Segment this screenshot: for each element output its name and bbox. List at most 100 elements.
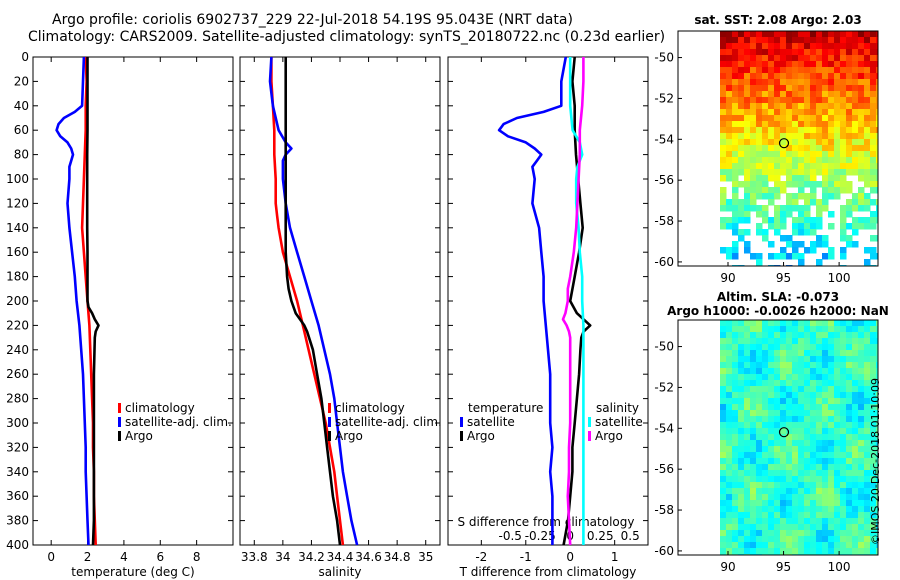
y-tick-label: 180 — [6, 270, 29, 284]
sst-cell — [768, 49, 775, 56]
sst-cell — [720, 139, 727, 146]
sst-cell — [804, 205, 811, 212]
sst-cell — [858, 127, 865, 134]
sst-cell — [858, 205, 865, 212]
sla-cell — [852, 386, 859, 393]
sla-cell — [864, 326, 871, 333]
sst-cell — [804, 61, 811, 68]
sla-cell — [774, 446, 781, 453]
sst-cell — [756, 43, 763, 50]
legend-swatch — [588, 431, 591, 441]
sst-cell — [780, 73, 787, 80]
sla-cell — [840, 524, 847, 531]
sst-cell — [750, 67, 757, 74]
sla-cell — [750, 362, 757, 369]
sla-cell — [810, 506, 817, 513]
sst-cell — [774, 85, 781, 92]
sst-cell — [774, 211, 781, 218]
sla-cell — [810, 434, 817, 441]
sla-cell — [780, 368, 787, 375]
sst-cell — [810, 115, 817, 122]
sla-cell — [834, 374, 841, 381]
sla-cell — [828, 386, 835, 393]
sst-cell — [852, 139, 859, 146]
sla-cell — [774, 530, 781, 537]
sst-cell — [732, 163, 739, 170]
sla-cell — [786, 422, 793, 429]
sla-cell — [840, 428, 847, 435]
sst-cell — [828, 139, 835, 146]
sla-cell — [732, 452, 739, 459]
sst-cell — [828, 193, 835, 200]
sst-cell — [780, 121, 787, 128]
sla-cell — [762, 452, 769, 459]
sst-cell — [798, 37, 805, 44]
sst-cell — [846, 133, 853, 140]
sla-cell — [750, 524, 757, 531]
sla-cell — [876, 338, 878, 345]
sst-cell — [774, 43, 781, 50]
sla-cell — [852, 362, 859, 369]
sst-cell — [738, 205, 745, 212]
sst-cell — [792, 241, 799, 248]
sst-cell — [864, 163, 871, 170]
sst-cell — [864, 127, 871, 134]
sst-cell — [768, 139, 775, 146]
x-tick-label: 34.8 — [384, 550, 411, 564]
sla-cell — [720, 536, 727, 543]
sst-cell — [720, 193, 727, 200]
sst-cell — [720, 43, 727, 50]
sst-field — [720, 31, 878, 266]
plot-frame — [447, 56, 649, 546]
sla-cell — [720, 416, 727, 423]
sst-cell — [762, 145, 769, 152]
sst-cell — [738, 229, 745, 236]
sst-cell — [762, 157, 769, 164]
sst-cell — [810, 217, 817, 224]
sst-cell — [798, 97, 805, 104]
sla-cell — [792, 332, 799, 339]
sst-cell — [822, 67, 829, 74]
sla-cell — [726, 332, 733, 339]
sst-cell — [798, 115, 805, 122]
sla-cell — [726, 362, 733, 369]
sst-cell — [876, 127, 878, 134]
sst-cell — [726, 37, 733, 44]
sst-cell — [876, 43, 878, 50]
sst-cell — [768, 199, 775, 206]
sst-cell — [792, 91, 799, 98]
sla-cell — [858, 410, 865, 417]
legend-entry: satellite — [595, 415, 643, 429]
sla-cell — [786, 518, 793, 525]
sst-cell — [792, 121, 799, 128]
sla-cell — [756, 404, 763, 411]
sst-cell — [732, 193, 739, 200]
sst-cell — [774, 31, 781, 38]
sst-cell — [774, 79, 781, 86]
sst-cell — [774, 121, 781, 128]
sla-cell — [852, 350, 859, 357]
legend-swatch — [588, 417, 591, 427]
sst-cell — [816, 145, 823, 152]
sla-cell — [828, 434, 835, 441]
sla-cell — [774, 500, 781, 507]
sst-cell — [780, 145, 787, 152]
sla-cell — [726, 506, 733, 513]
sst-cell — [768, 121, 775, 128]
sst-cell — [750, 163, 757, 170]
sla-cell — [834, 434, 841, 441]
sst-cell — [810, 79, 817, 86]
sst-cell — [786, 73, 793, 80]
sla-cell — [816, 548, 823, 555]
sst-cell — [726, 103, 733, 110]
sla-cell — [840, 422, 847, 429]
sla-cell — [834, 410, 841, 417]
sst-cell — [744, 187, 751, 194]
y-tick-label: 20 — [14, 74, 29, 88]
sst-cell — [828, 187, 835, 194]
sst-cell — [858, 103, 865, 110]
sla-cell — [780, 494, 787, 501]
sla-cell — [774, 356, 781, 363]
sst-cell — [804, 55, 811, 62]
sst-cell — [822, 187, 829, 194]
